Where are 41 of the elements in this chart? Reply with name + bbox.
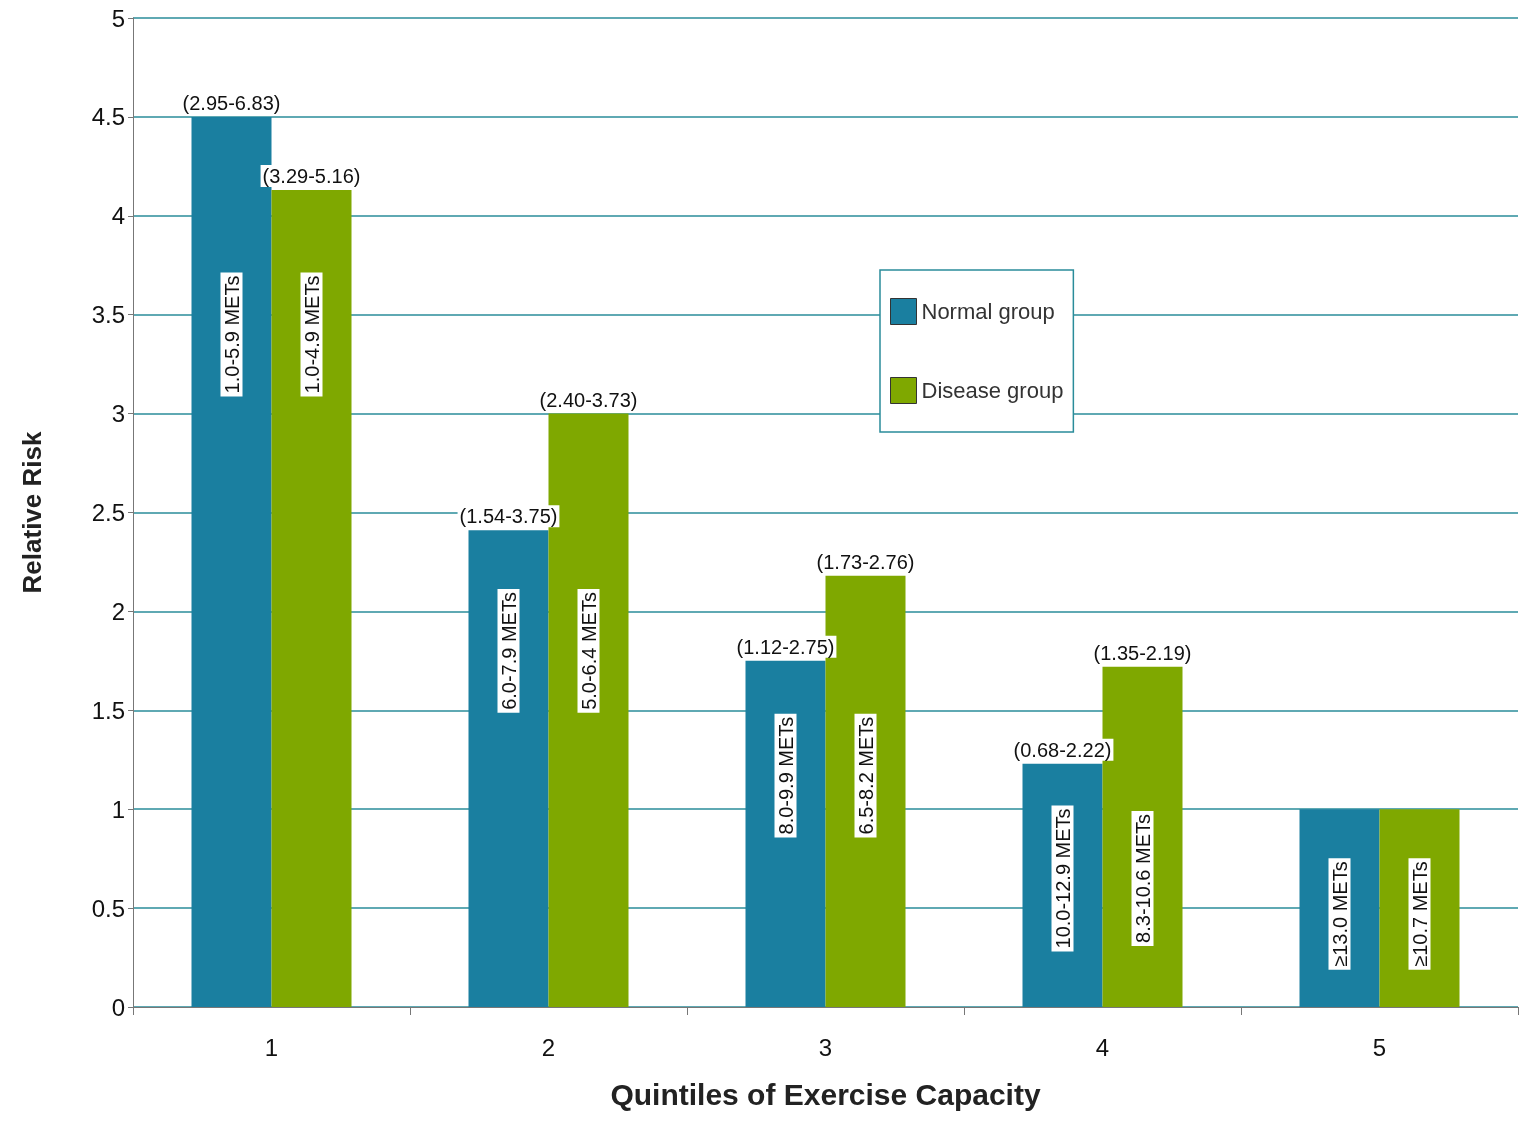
bar: [271, 190, 352, 1007]
data-label: (3.29-5.16): [262, 165, 361, 188]
bar: [468, 530, 549, 1007]
y-tick-label: 1: [111, 795, 125, 823]
x-tick-label: 5: [1372, 1033, 1387, 1061]
x-tick-label: 2: [541, 1033, 556, 1061]
annotation: 1.0-4.9 METs: [300, 275, 323, 394]
annotation: 5.0-6.4 METs: [577, 592, 600, 710]
data-label: (1.54-3.75): [459, 505, 558, 528]
legend-label: Normal group: [921, 299, 1055, 324]
data-label: (0.68-2.22): [1013, 738, 1112, 761]
y-tick-label: 1.5: [91, 696, 125, 724]
y-tick-label: 4.5: [91, 103, 125, 131]
data-label: (1.73-2.76): [816, 550, 915, 573]
annotation: 10.0-12.9 METs: [1051, 808, 1074, 949]
x-tick-label: 1: [264, 1033, 279, 1061]
annotation: 6.0-7.9 METs: [497, 592, 520, 710]
annotation: ≥10.7 METs: [1408, 861, 1431, 967]
legend-label: Disease group: [921, 378, 1064, 403]
data-label: (2.40-3.73): [539, 388, 638, 411]
annotation: 8.0-9.9 METs: [774, 716, 797, 835]
x-axis-title: Quintiles of Exercise Capacity: [610, 1077, 1041, 1111]
annotation: ≥13.0 METs: [1328, 861, 1351, 967]
y-tick-label: 0.5: [91, 894, 125, 922]
annotation: 8.3-10.6 METs: [1131, 813, 1154, 943]
y-tick-label: 3: [111, 400, 125, 428]
annotation: 1.0-5.9 METs: [220, 275, 243, 394]
x-tick-label: 4: [1095, 1033, 1110, 1061]
data-label: (1.35-2.19): [1093, 641, 1192, 664]
y-tick-label: 5: [111, 4, 125, 32]
y-tick-label: 0: [111, 993, 125, 1021]
bar: [745, 660, 826, 1007]
annotation: 6.5-8.2 METs: [854, 716, 877, 835]
y-axis-title: Relative Risk: [17, 431, 47, 594]
x-tick-label: 3: [818, 1033, 833, 1061]
y-tick-label: 2: [111, 597, 125, 625]
y-tick-label: 2.5: [91, 499, 125, 526]
data-label: (2.95-6.83): [182, 91, 281, 114]
y-tick-label: 3.5: [91, 301, 125, 329]
y-tick-label: 4: [111, 202, 125, 230]
data-label: (1.12-2.75): [736, 635, 835, 658]
